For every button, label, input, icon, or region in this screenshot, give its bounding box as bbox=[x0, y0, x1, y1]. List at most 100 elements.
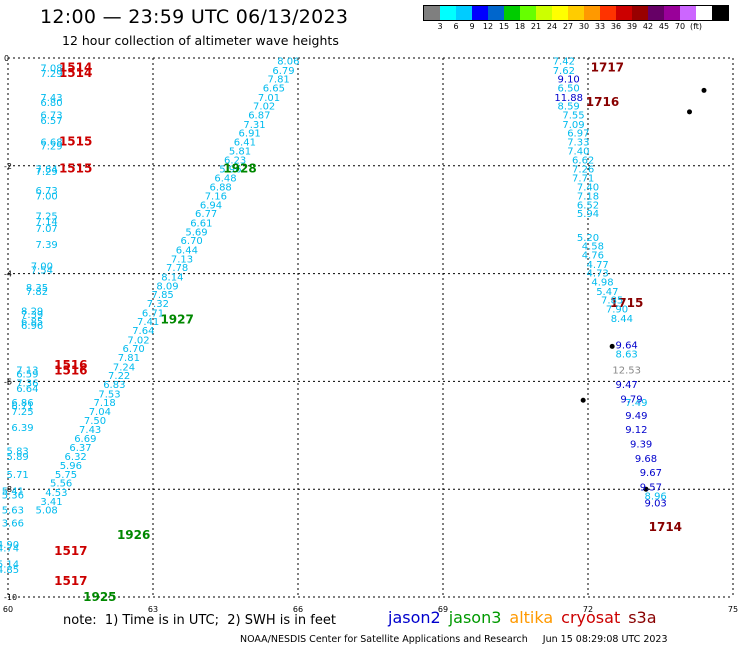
x-tick-label: 75 bbox=[728, 605, 738, 614]
legend-swatch bbox=[440, 6, 456, 20]
satellite-legend: jason2 jason3 altika cryosat s3a bbox=[388, 608, 665, 627]
island-mark bbox=[609, 343, 615, 349]
legend-label: 15 bbox=[498, 22, 510, 31]
wave-height-label: 7.09 bbox=[562, 120, 584, 131]
wave-height-label: 6.71 bbox=[142, 308, 164, 319]
wave-height-label: 6.97 bbox=[567, 128, 589, 139]
island-mark bbox=[580, 397, 586, 403]
legend-label: 21 bbox=[530, 22, 542, 31]
legend-label: 9 bbox=[469, 22, 475, 31]
wave-height-label: 9.79 bbox=[620, 395, 642, 406]
wave-height-label: 7.29 bbox=[36, 167, 58, 178]
x-tick-label: 60 bbox=[3, 605, 13, 614]
wave-height-label: 5.69 bbox=[185, 228, 207, 239]
wave-height-label: 6.69 bbox=[74, 434, 96, 445]
pass-id-label: 1514 bbox=[59, 61, 92, 75]
legend-swatch bbox=[632, 6, 648, 20]
wave-height-label: 7.18 bbox=[94, 398, 116, 409]
wave-height-label: 6.73 bbox=[40, 111, 62, 122]
wave-height-label: 6.32 bbox=[65, 452, 87, 463]
wave-height-label: 7.36 bbox=[16, 378, 38, 389]
wave-height-label: 3.66 bbox=[2, 519, 24, 530]
wave-height-label: 4.98 bbox=[591, 278, 613, 289]
legend-label: 6 bbox=[453, 22, 459, 31]
wave-height-label: 7.14 bbox=[36, 217, 58, 228]
wave-height-label: 9.57 bbox=[640, 483, 662, 494]
wave-height-label: 7.85 bbox=[152, 290, 174, 301]
wave-height-label: 7.62 bbox=[553, 66, 575, 77]
legend-swatch bbox=[488, 6, 504, 20]
legend-swatch bbox=[568, 6, 584, 20]
wave-height-label: 6.50 bbox=[558, 84, 580, 95]
island-mark bbox=[643, 486, 649, 492]
wave-height-label: 7.40 bbox=[567, 147, 589, 158]
wave-height-label: 5.71 bbox=[7, 470, 29, 481]
legend-swatch bbox=[664, 6, 680, 20]
wave-height-label: 6.44 bbox=[176, 245, 198, 256]
wave-height-label: 5.75 bbox=[55, 470, 77, 481]
wave-height-label: 7.25 bbox=[11, 407, 33, 418]
wave-height-label: 8.44 bbox=[611, 314, 633, 325]
wave-height-label: 4.74 bbox=[0, 543, 19, 554]
pass-id-label: 1714 bbox=[649, 520, 682, 534]
pass-id-label: 1717 bbox=[591, 61, 624, 75]
legend-swatch bbox=[696, 6, 712, 20]
legend-label: 30 bbox=[578, 22, 590, 31]
wave-height-label: 4.77 bbox=[587, 260, 609, 271]
satellite-legend-item: jason3 bbox=[448, 608, 502, 627]
wave-height-label: 5.96 bbox=[60, 461, 82, 472]
wave-height-label: 6.91 bbox=[239, 128, 261, 139]
pass-id-label: 1515 bbox=[59, 161, 92, 175]
legend-label: 12 bbox=[482, 22, 494, 31]
y-tick-label: -2 bbox=[4, 162, 12, 171]
wave-height-label: 7.13 bbox=[171, 255, 193, 266]
wave-height-label: 7.00 bbox=[31, 262, 53, 273]
wave-height-label: 4.90 bbox=[0, 540, 19, 551]
wave-height-label: 9.47 bbox=[616, 380, 638, 391]
wave-height-label: 9.10 bbox=[558, 74, 580, 85]
legend-swatch bbox=[584, 6, 600, 20]
wave-height-label: 7.49 bbox=[625, 398, 647, 409]
legend-label: 42 bbox=[642, 22, 654, 31]
wave-height-label: 7.22 bbox=[108, 371, 130, 382]
wave-height-label: 7.04 bbox=[89, 407, 111, 418]
legend-label: 27 bbox=[562, 22, 574, 31]
wave-height-label: 6.88 bbox=[210, 182, 232, 193]
wave-height-label: 7.50 bbox=[84, 416, 106, 427]
pass-id-label: 1716 bbox=[586, 95, 619, 109]
wave-height-label: 8.63 bbox=[616, 349, 638, 360]
wave-height-label: 7.53 bbox=[98, 389, 120, 400]
satellite-legend-item: altika bbox=[509, 608, 554, 627]
wave-height-label: 4.73 bbox=[587, 269, 609, 280]
legend-swatch bbox=[504, 6, 520, 20]
island-mark bbox=[701, 87, 707, 93]
wave-height-label: 6.65 bbox=[263, 84, 285, 95]
wave-height-label: 7.32 bbox=[147, 299, 169, 310]
legend-swatch bbox=[712, 6, 728, 20]
satellite-legend-item: cryosat bbox=[561, 608, 621, 627]
wave-height-label: 6.94 bbox=[200, 201, 222, 212]
pass-id-label: 1927 bbox=[160, 312, 193, 326]
wave-height-label: 6.68 bbox=[40, 138, 62, 149]
wave-height-label: 6.87 bbox=[248, 111, 270, 122]
wave-height-label: 12.53 bbox=[612, 366, 641, 377]
wave-height-label: 7.54 bbox=[31, 265, 53, 276]
x-tick-label: 66 bbox=[293, 605, 303, 614]
wave-height-label: 8.35 bbox=[26, 283, 48, 294]
wave-height-label: 9.68 bbox=[635, 454, 657, 465]
wave-height-label: 8.59 bbox=[558, 101, 580, 112]
legend-swatch bbox=[424, 6, 440, 20]
wave-height-label: 7.85 bbox=[601, 295, 623, 306]
wave-height-label: 7.84 bbox=[36, 164, 58, 175]
pass-id-label: 1516 bbox=[54, 358, 87, 372]
pass-id-label: 1514 bbox=[59, 66, 92, 80]
wave-height-label: 4.53 bbox=[45, 488, 67, 499]
y-tick-label: -8 bbox=[4, 485, 12, 494]
wave-height-label: 7.42 bbox=[553, 57, 575, 68]
legend-label: 45 bbox=[658, 22, 670, 31]
pass-id-label: 1515 bbox=[59, 135, 92, 149]
wave-height-label: 6.37 bbox=[69, 443, 91, 454]
wave-height-label: 7.26 bbox=[572, 164, 594, 175]
wave-height-label: 6.73 bbox=[36, 186, 58, 197]
wave-height-label: 5.89 bbox=[7, 452, 29, 463]
